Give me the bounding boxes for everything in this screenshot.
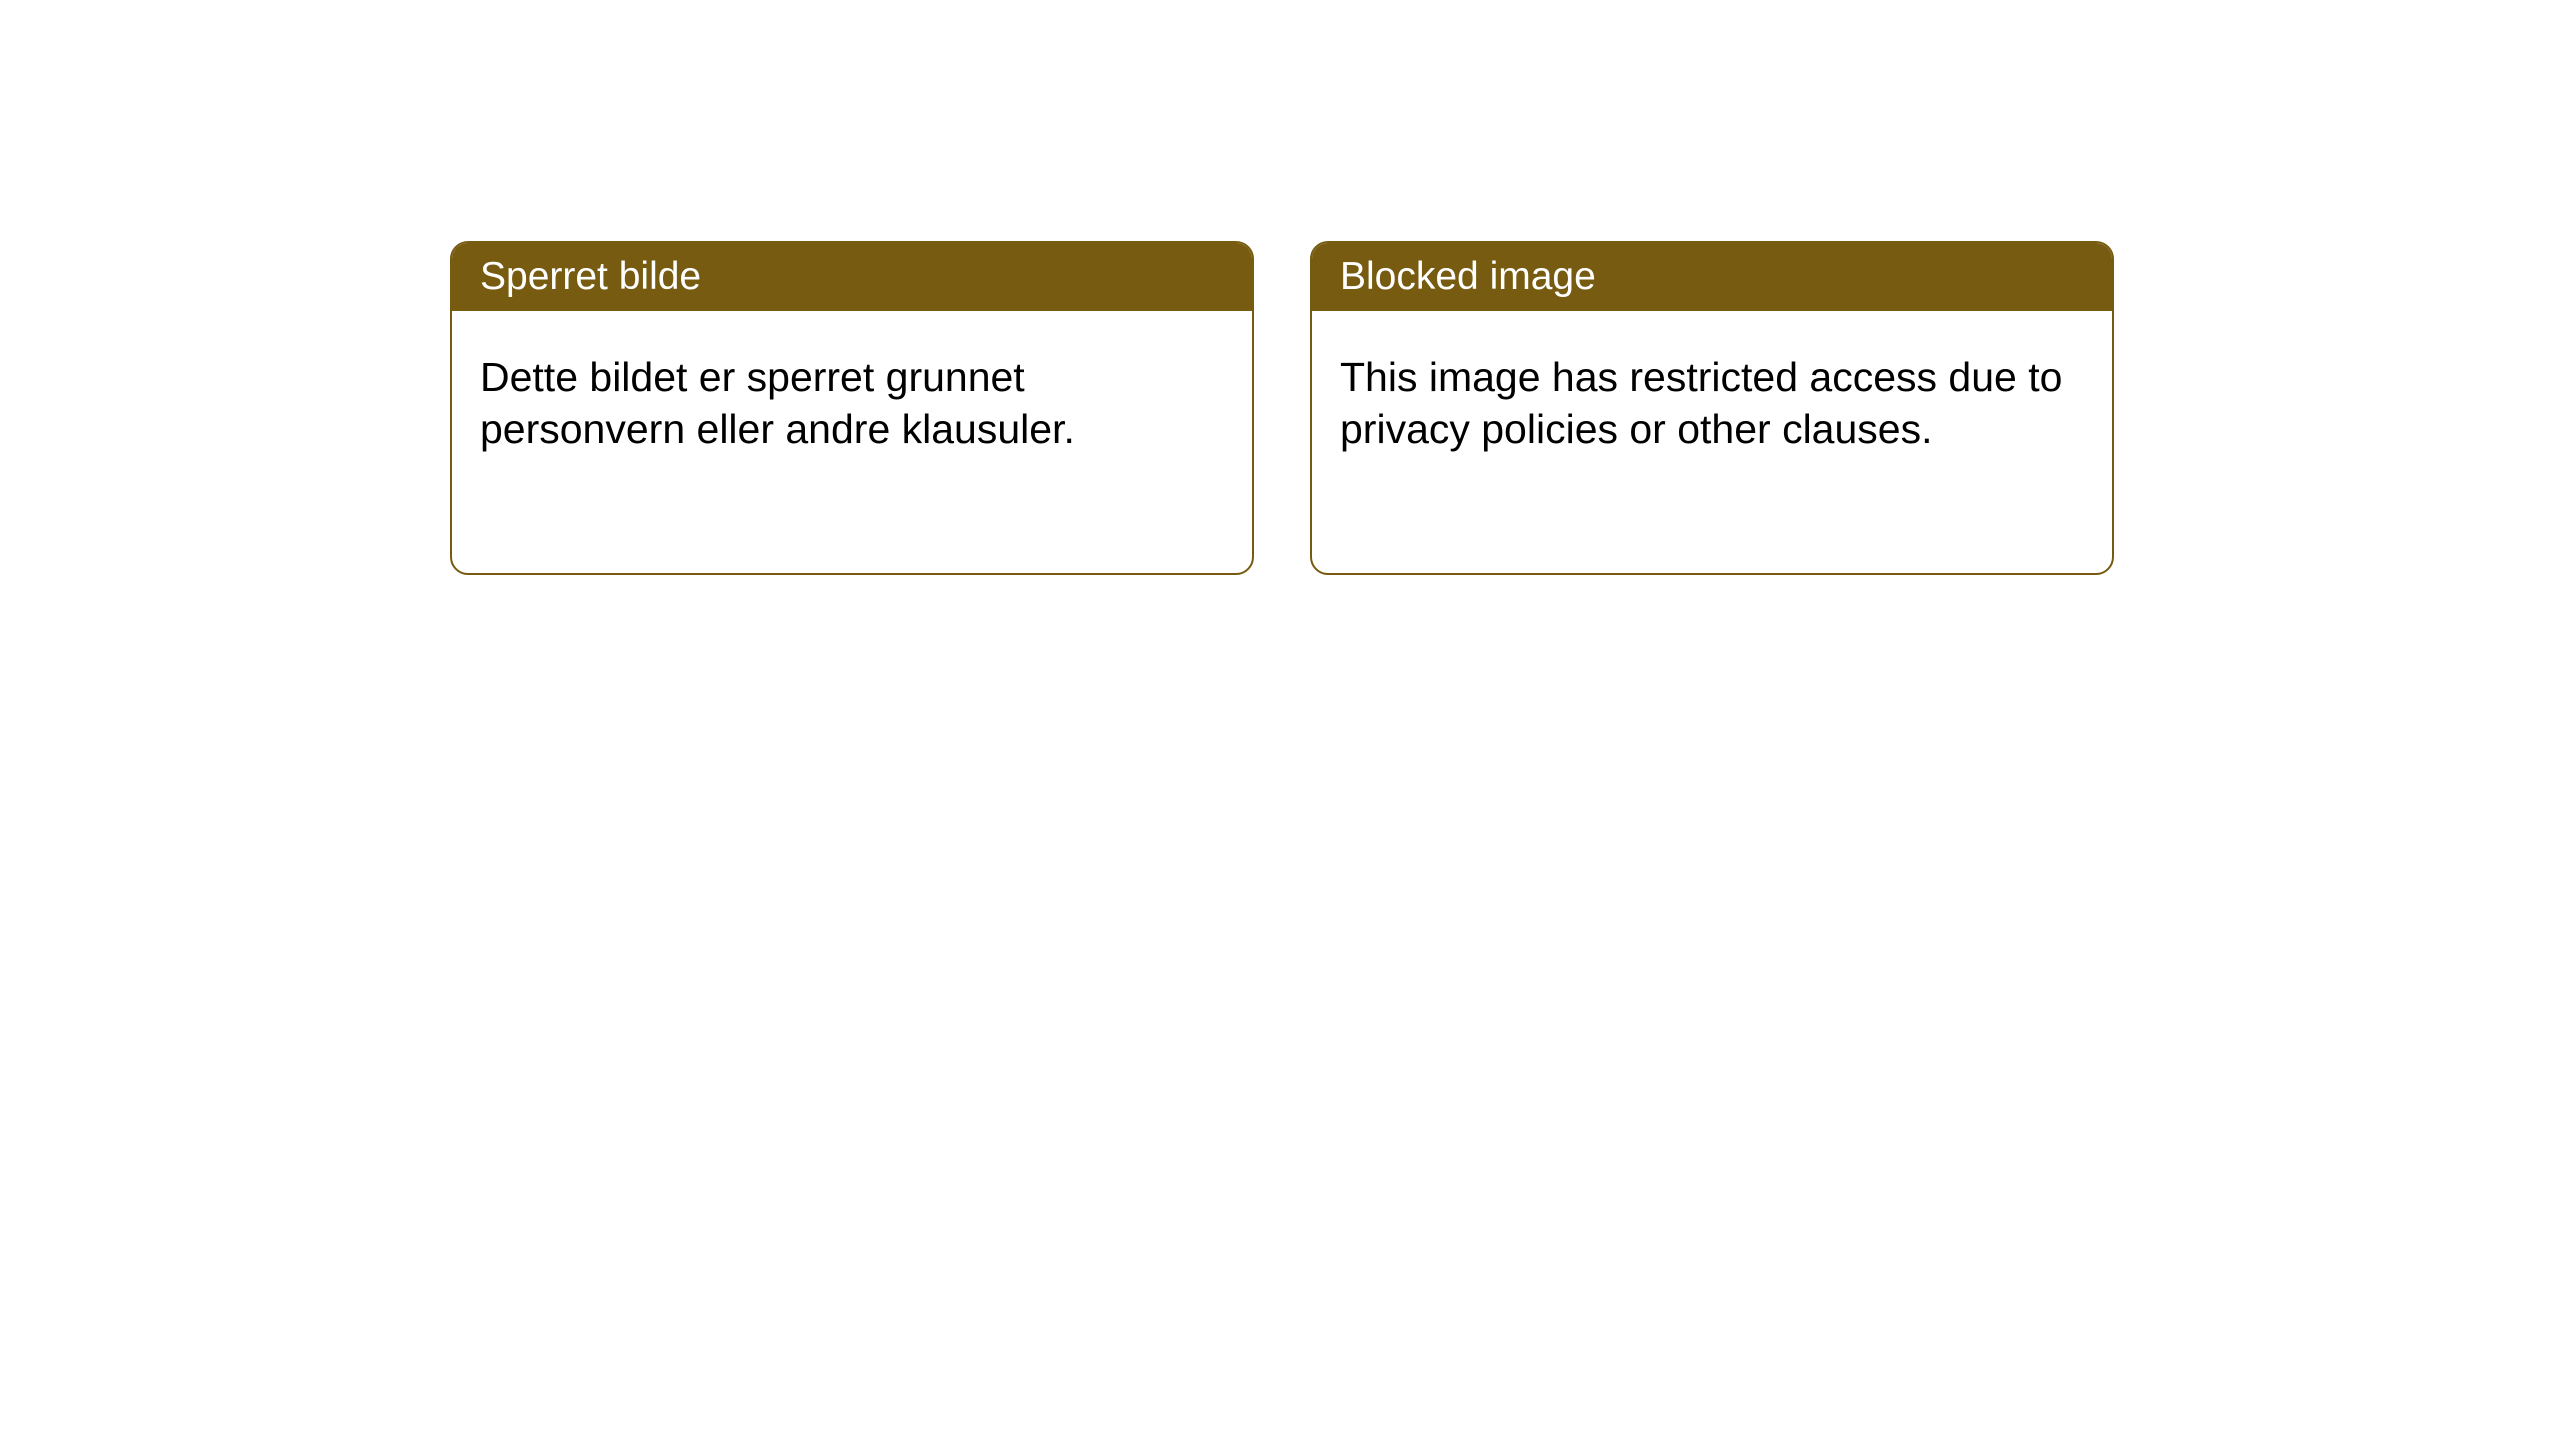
notice-body: Dette bildet er sperret grunnet personve… (452, 311, 1252, 495)
notice-container: Sperret bilde Dette bildet er sperret gr… (450, 241, 2114, 575)
notice-body-text: This image has restricted access due to … (1340, 354, 2062, 452)
notice-body-text: Dette bildet er sperret grunnet personve… (480, 354, 1075, 452)
notice-header: Blocked image (1312, 243, 2112, 311)
notice-header: Sperret bilde (452, 243, 1252, 311)
notice-body: This image has restricted access due to … (1312, 311, 2112, 495)
notice-header-text: Blocked image (1340, 255, 1596, 298)
notice-header-text: Sperret bilde (480, 255, 701, 298)
notice-card-english: Blocked image This image has restricted … (1310, 241, 2114, 575)
notice-card-norwegian: Sperret bilde Dette bildet er sperret gr… (450, 241, 1254, 575)
